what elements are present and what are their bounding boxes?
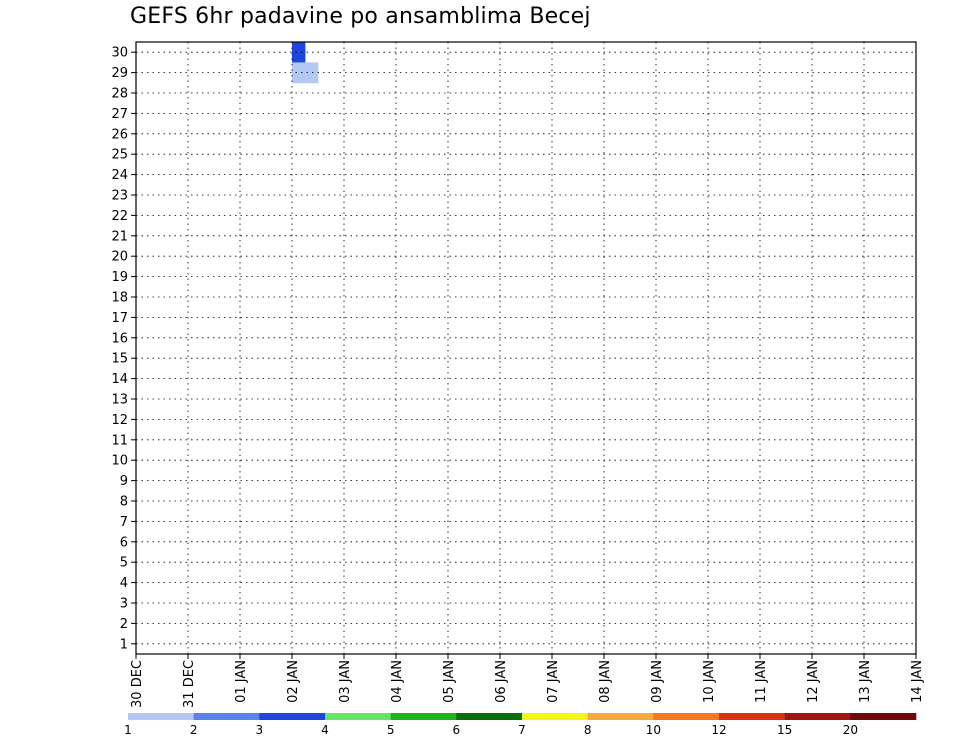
legend-label: 10 [646, 723, 661, 737]
legend-label: 12 [711, 723, 726, 737]
legend-swatch [128, 713, 194, 720]
y-tick-label: 28 [111, 87, 128, 102]
x-tick-label: 08 JAN [598, 660, 613, 703]
chart-title: GEFS 6hr padavine po ansamblima Becej [130, 4, 591, 29]
x-tick-label: 09 JAN [650, 660, 665, 703]
x-tick-label: 14 JAN [910, 660, 925, 703]
y-tick-label: 12 [111, 413, 128, 428]
legend-label: 7 [518, 723, 526, 737]
legend-swatch [193, 713, 260, 720]
x-tick-label: 02 JAN [286, 660, 301, 703]
x-tick-label: 07 JAN [546, 660, 561, 703]
legend-label: 3 [256, 723, 264, 737]
x-tick-label: 03 JAN [338, 660, 353, 703]
legend-swatch [456, 713, 523, 720]
y-tick-label: 20 [111, 250, 128, 265]
y-tick-label: 16 [111, 331, 128, 346]
y-tick-label: 9 [120, 474, 128, 489]
legend-swatch [325, 713, 391, 720]
legend-label: 15 [777, 723, 792, 737]
y-tick-label: 4 [120, 576, 128, 591]
x-tick-label: 06 JAN [494, 660, 509, 703]
legend-label: 2 [190, 723, 198, 737]
legend-swatch [522, 713, 588, 720]
legend-label: 1 [124, 723, 132, 737]
y-tick-label: 11 [111, 433, 128, 448]
y-tick-label: 26 [111, 127, 128, 142]
x-tick-label: 10 JAN [702, 660, 717, 703]
legend-label: 5 [387, 723, 395, 737]
x-tick-label: 13 JAN [858, 660, 873, 703]
y-tick-label: 6 [120, 535, 128, 550]
data-cell-2 [305, 62, 319, 84]
legend-swatch [587, 713, 654, 720]
x-tick-label: 05 JAN [442, 660, 457, 703]
x-tick-label: 04 JAN [390, 660, 405, 703]
y-tick-label: 13 [111, 393, 128, 408]
data-cell-1 [292, 62, 306, 84]
y-tick-label: 27 [111, 107, 128, 122]
y-tick-label: 23 [111, 189, 128, 204]
x-tick-label: 30 DEC [130, 660, 145, 708]
y-tick-label: 10 [111, 454, 128, 469]
legend-swatch [653, 713, 720, 720]
y-tick-label: 17 [111, 311, 128, 326]
y-tick-label: 1 [120, 637, 128, 652]
legend-swatch [390, 713, 457, 720]
legend-swatch [784, 713, 851, 720]
legend-label: 8 [584, 723, 592, 737]
y-tick-label: 24 [111, 168, 128, 183]
y-tick-label: 5 [120, 556, 128, 571]
data-cell-0 [292, 42, 306, 63]
y-tick-label: 7 [120, 515, 128, 530]
plot-frame [135, 41, 917, 655]
legend-swatch [259, 713, 326, 720]
y-tick-label: 22 [111, 209, 128, 224]
x-tick-label: 01 JAN [234, 660, 249, 703]
y-tick-label: 8 [120, 495, 128, 510]
y-tick-label: 2 [120, 617, 128, 632]
legend-swatch [719, 713, 785, 720]
legend-swatch [850, 713, 917, 720]
x-tick-label: 12 JAN [806, 660, 821, 703]
x-tick-label: 31 DEC [182, 660, 197, 708]
y-tick-label: 29 [111, 66, 128, 81]
y-tick-label: 19 [111, 270, 128, 285]
legend-label: 4 [321, 723, 329, 737]
legend-label: 6 [453, 723, 461, 737]
x-tick-label: 11 JAN [754, 660, 769, 703]
y-tick-label: 21 [111, 229, 128, 244]
y-tick-label: 14 [111, 372, 128, 387]
legend-label: 20 [843, 723, 858, 737]
y-tick-label: 30 [111, 46, 128, 61]
y-tick-label: 15 [111, 352, 128, 367]
y-tick-label: 3 [120, 597, 128, 612]
y-tick-label: 18 [111, 291, 128, 306]
y-tick-label: 25 [111, 148, 128, 163]
